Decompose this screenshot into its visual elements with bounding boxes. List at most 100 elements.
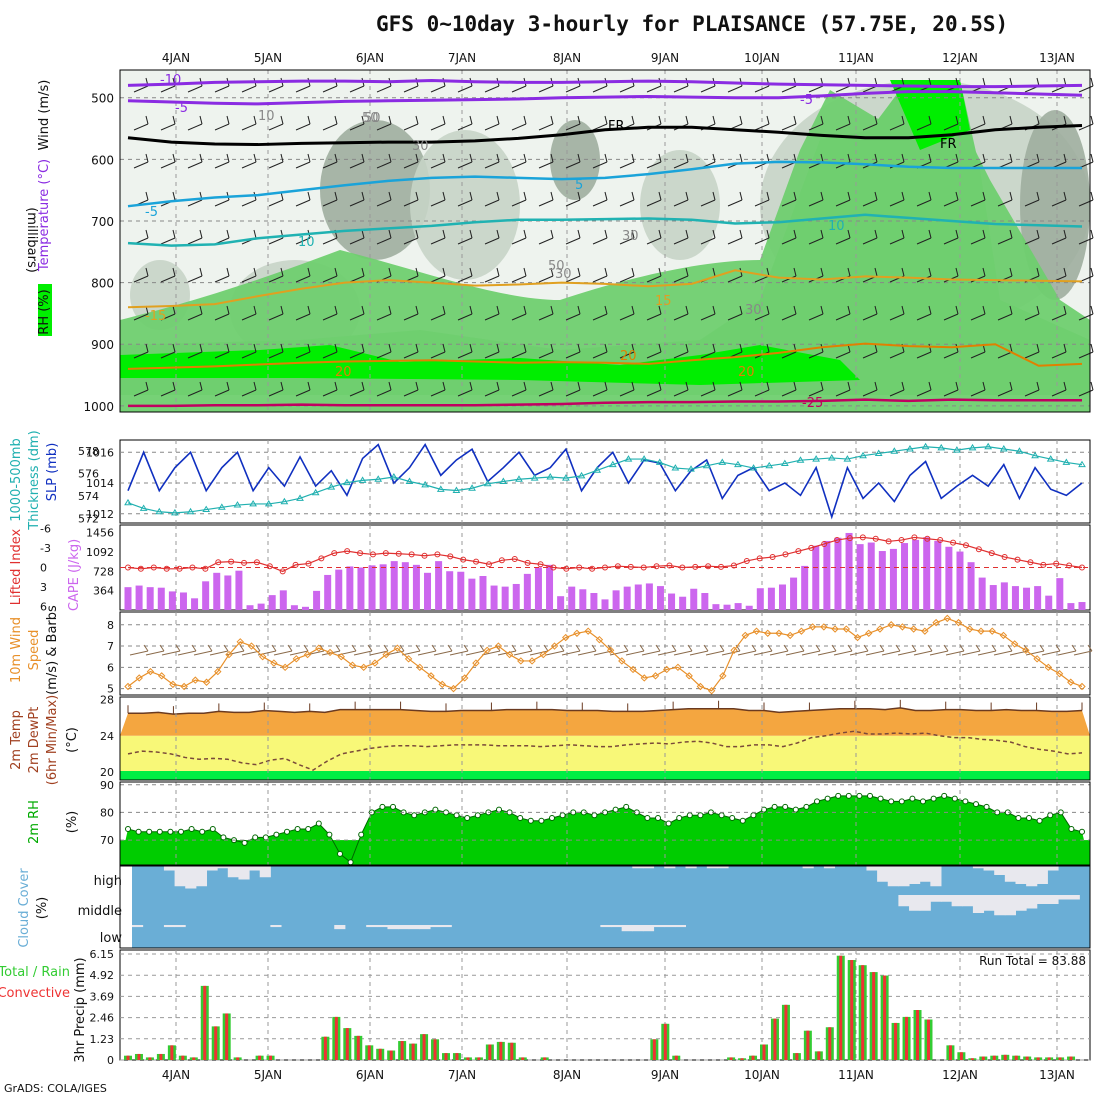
- lifted-index-line: [127, 536, 1083, 573]
- wind-barb-flag: [199, 343, 203, 353]
- lifted-index-marker: [421, 552, 428, 559]
- wind-barb: [913, 650, 933, 656]
- lifted-index-marker: [782, 551, 789, 558]
- wind-barb-flag: [712, 381, 716, 391]
- wind-barb-flag: [1063, 115, 1067, 125]
- cape-bar: [124, 587, 132, 610]
- rh2m-marker: [644, 814, 651, 821]
- wind-barb-flag: [1009, 343, 1013, 353]
- wind-barb-flag: [334, 305, 338, 315]
- wind-barb: [403, 161, 419, 169]
- wind-barb-flag: [820, 191, 824, 201]
- wind-barb: [376, 123, 392, 131]
- wind-barb-flag: [982, 153, 986, 163]
- cloud-gap-cell: [940, 895, 953, 902]
- wind-barb: [511, 85, 527, 93]
- slp-panel: [120, 440, 1090, 523]
- cape-bar: [901, 543, 909, 610]
- wind-barb: [754, 237, 770, 245]
- wind-barb-flag: [847, 381, 851, 391]
- rh-contour-area: [320, 120, 430, 260]
- lifted-index-marker: [627, 563, 634, 570]
- cape-bar: [224, 575, 232, 610]
- wind-barb: [943, 351, 959, 359]
- wind-speed-marker: [1022, 646, 1030, 655]
- wind-barb-flag: [955, 229, 959, 239]
- wind-barb-flag: [523, 305, 527, 315]
- cape-bar: [412, 564, 420, 610]
- lifted-index-marker: [653, 563, 660, 570]
- wind-barb: [161, 650, 181, 656]
- wind-barb: [833, 650, 853, 656]
- wind-barb-flag: [658, 115, 662, 125]
- wind-barb: [295, 389, 311, 397]
- lifted-index-marker: [498, 557, 505, 564]
- cape-bar: [301, 606, 309, 610]
- wind-speed-marker: [270, 659, 278, 667]
- wind-barb: [241, 199, 257, 207]
- rh2m-marker: [782, 803, 789, 810]
- wind-barb-flag: [1090, 77, 1094, 87]
- wind-barb: [322, 199, 338, 207]
- wind-barb-flag: [928, 267, 932, 277]
- wind-barb-flag: [604, 381, 608, 391]
- wind-barb: [862, 351, 878, 359]
- rh2m-marker: [856, 792, 863, 799]
- wind-barb-flag: [172, 381, 176, 391]
- cape-bar: [845, 532, 853, 610]
- contour-label: 20: [738, 365, 755, 380]
- temp-tick-label: 28: [100, 694, 114, 707]
- wind-barb: [430, 389, 446, 397]
- wind-barb-flag: [874, 229, 878, 239]
- rh2m-marker: [432, 806, 439, 813]
- wind-barb-flag: [1090, 115, 1094, 125]
- wind-barb-flag: [523, 267, 527, 277]
- wind-barb-flag: [361, 343, 365, 353]
- wind-speed-marker: [438, 680, 446, 689]
- wind-barb-flag: [959, 644, 965, 652]
- cape-bar: [534, 567, 542, 610]
- wind-barb: [538, 85, 554, 93]
- lifted-index-marker: [975, 546, 982, 553]
- wind-barb: [970, 351, 986, 359]
- wind-barb: [646, 275, 662, 283]
- wind-barb-flag: [550, 381, 554, 391]
- wind-barb: [727, 199, 743, 207]
- cape-bar: [812, 545, 820, 610]
- wind-barb-flag: [874, 267, 878, 277]
- slp-tick-label: 1012: [86, 508, 114, 521]
- wind-barb: [484, 199, 500, 207]
- wind-barb-flag: [793, 115, 797, 125]
- wind-barb: [916, 199, 932, 207]
- lifted-index-marker: [705, 563, 712, 570]
- wind-barb: [865, 650, 885, 656]
- wind-barb: [430, 275, 446, 283]
- thickness-marker: [327, 483, 336, 490]
- wind-barb: [565, 123, 581, 131]
- wind-barb: [1078, 351, 1094, 359]
- precip-convective-bar: [400, 1041, 404, 1060]
- wind-barb: [511, 199, 527, 207]
- wind-barb-flag: [442, 305, 446, 315]
- precip-tick-label: 4.92: [90, 969, 115, 982]
- wind-barb: [484, 389, 500, 397]
- minmax-axis-label: (6hr Min/Max): [45, 695, 60, 785]
- wind-barb-flag: [388, 115, 392, 125]
- wind-barb-flag: [1036, 343, 1040, 353]
- wind-barb: [457, 199, 473, 207]
- cape-bar: [878, 551, 886, 610]
- wind-tick-label: 7: [107, 640, 114, 653]
- wind-barb: [673, 650, 693, 656]
- precip-convective-bar: [499, 1041, 503, 1060]
- wind-barb-flag: [955, 77, 959, 87]
- contour-label: 20: [620, 349, 637, 364]
- wind-barb: [349, 237, 365, 245]
- thickness-marker: [640, 455, 648, 462]
- wind-barb-flag: [928, 229, 932, 239]
- thickness-marker: [483, 479, 492, 487]
- wind-barb: [403, 85, 419, 93]
- wind-barb-flag: [955, 343, 959, 353]
- thickness-marker: [171, 508, 179, 516]
- contour-label: 30: [622, 229, 639, 244]
- wind-barb: [160, 351, 176, 359]
